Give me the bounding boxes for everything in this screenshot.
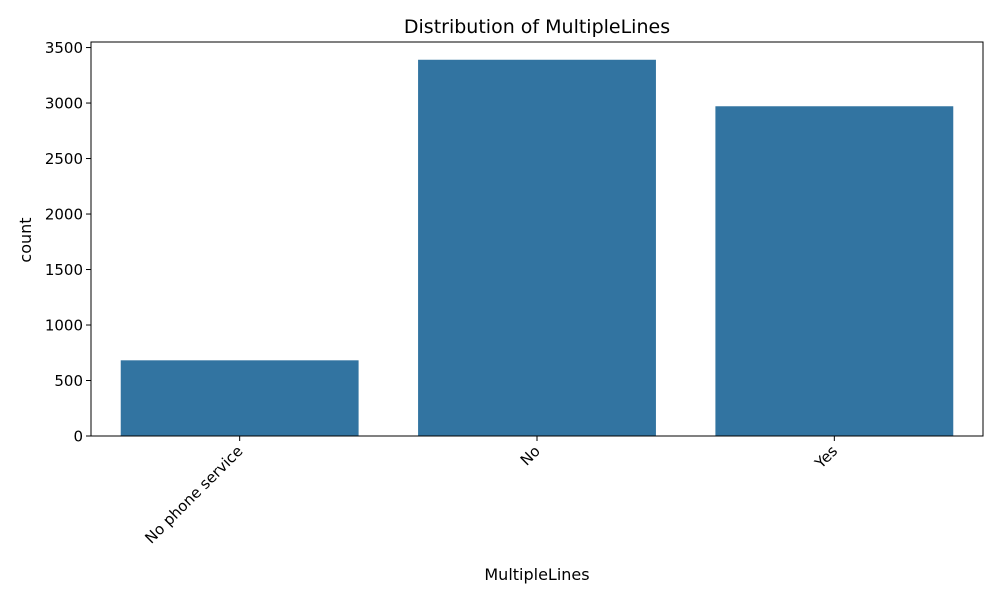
bar-no-phone-service <box>120 360 359 436</box>
x-axis-title: MultipleLines <box>484 565 589 584</box>
y-tick-label: 1000 <box>45 317 83 335</box>
bar-no <box>418 59 656 436</box>
y-tick-label: 2000 <box>45 206 83 224</box>
y-tick-label: 0 <box>73 428 83 446</box>
x-tick-label: No <box>517 442 544 469</box>
x-tick-label: Yes <box>811 442 842 473</box>
plot-area: No phone service No Yes 0 500 1000 1500 2000 250… <box>45 39 984 547</box>
y-axis-title: count <box>16 217 35 262</box>
chart-title: Distribution of MultipleLines <box>404 16 670 38</box>
y-tick-label: 500 <box>54 372 83 390</box>
y-tick-label: 3000 <box>45 95 83 113</box>
bar-yes <box>715 106 954 436</box>
axes-frame <box>90 41 984 437</box>
x-tick-label: No phone service <box>141 442 246 547</box>
y-tick-label: 3500 <box>45 39 83 57</box>
y-tick-label: 2500 <box>45 150 83 168</box>
y-tick-label: 1500 <box>45 261 83 279</box>
